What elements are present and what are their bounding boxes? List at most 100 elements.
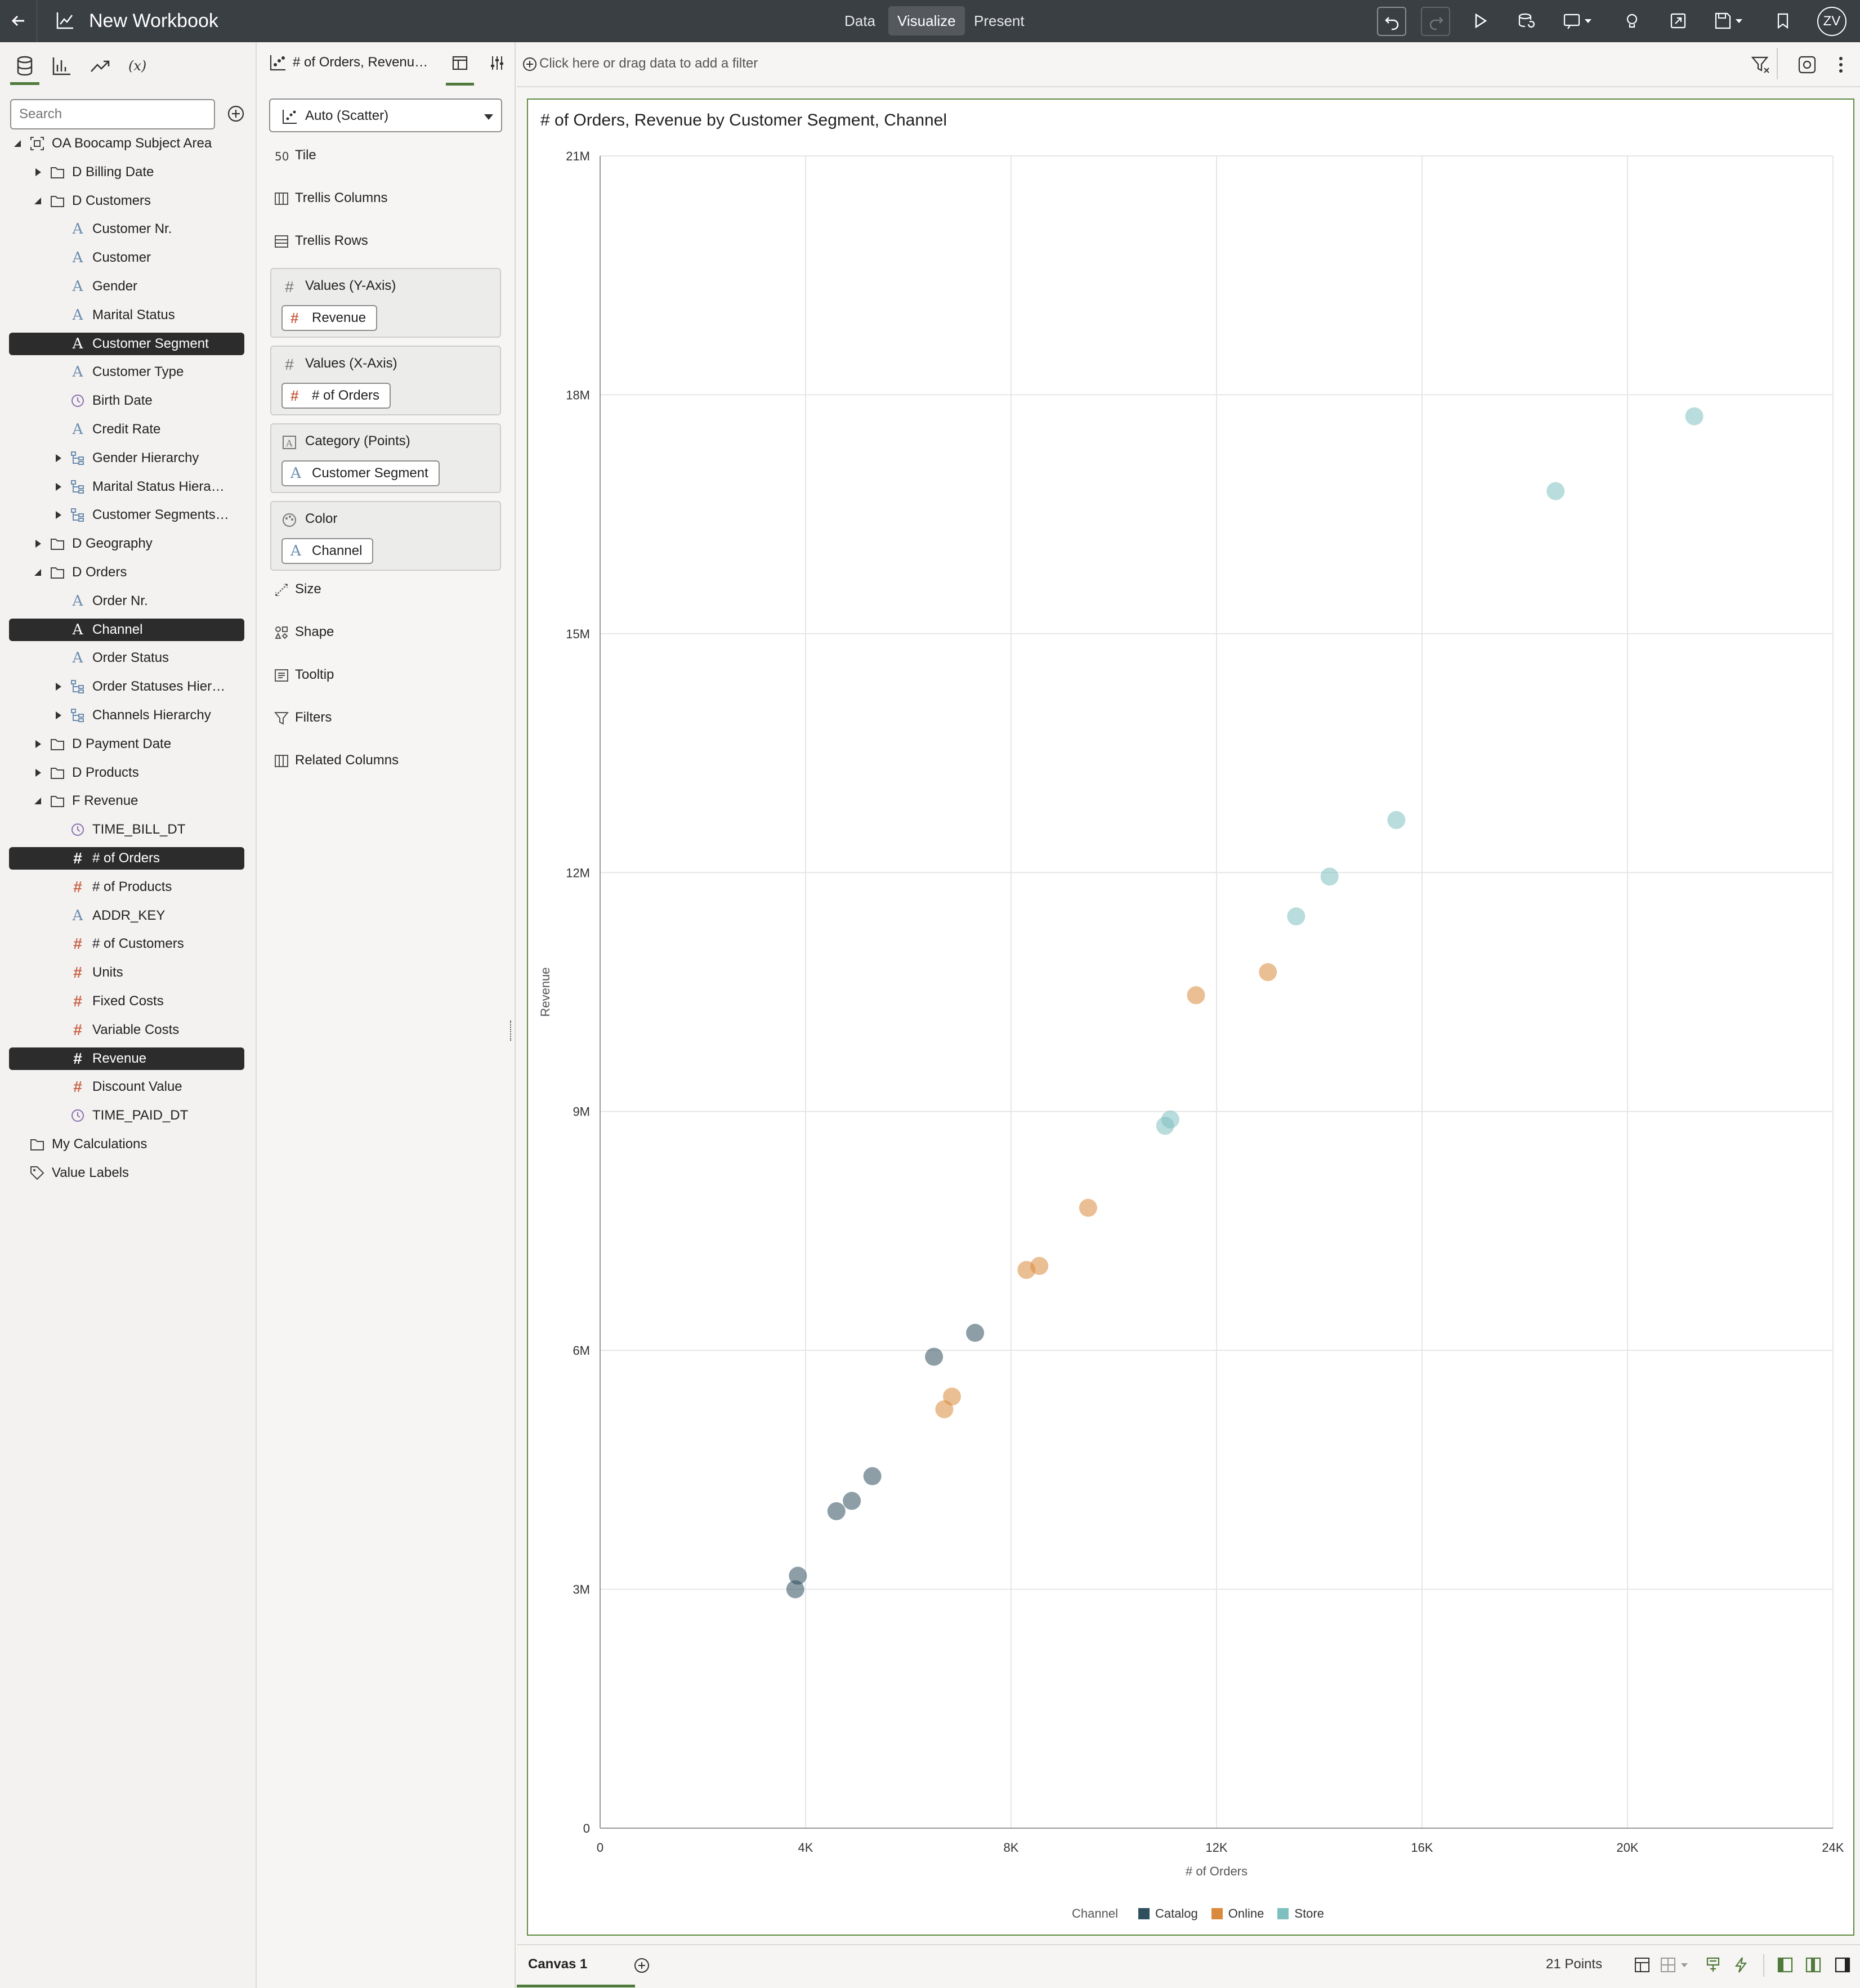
tree-item[interactable]: D Products xyxy=(9,762,244,784)
tab-visualizations[interactable] xyxy=(47,51,77,80)
tree-item[interactable]: Order Statuses Hier… xyxy=(9,675,244,698)
collapsed-arrow-icon[interactable] xyxy=(53,504,66,526)
export-button[interactable] xyxy=(1664,7,1693,36)
tree-item[interactable]: D Customers xyxy=(9,190,244,212)
add-data-icon[interactable] xyxy=(226,104,245,123)
collapsed-arrow-icon[interactable] xyxy=(53,476,66,498)
legend-item[interactable]: Store xyxy=(1277,1906,1324,1920)
user-avatar[interactable]: ZV xyxy=(1817,7,1846,36)
tree-item[interactable]: Gender Hierarchy xyxy=(9,447,244,469)
tree-item[interactable]: # Variable Costs xyxy=(9,1019,244,1041)
legend-item[interactable]: Online xyxy=(1211,1906,1264,1920)
expanded-arrow-icon[interactable] xyxy=(33,190,46,212)
toggle-data-panel-icon[interactable] xyxy=(1777,1956,1794,1973)
search-input[interactable] xyxy=(10,99,215,129)
grammar-size-row[interactable]: Size xyxy=(269,573,502,607)
grammar-related-columns-row[interactable]: Related Columns xyxy=(269,744,502,778)
tree-item[interactable]: # Fixed Costs xyxy=(9,990,244,1013)
preview-button[interactable] xyxy=(1466,7,1495,36)
data-element-pill[interactable]: # # of Orders xyxy=(281,383,391,409)
toggle-grammar-panel-icon[interactable] xyxy=(1805,1956,1822,1973)
brushing-icon[interactable] xyxy=(1705,1956,1722,1973)
expanded-arrow-icon[interactable] xyxy=(33,561,46,584)
x-axis-values-section[interactable]: # Values (X-Axis) # # of Orders xyxy=(270,346,501,415)
grammar-tooltip-row[interactable]: Tooltip xyxy=(269,659,502,692)
expanded-arrow-icon[interactable] xyxy=(33,790,46,812)
tree-item[interactable]: F Revenue xyxy=(9,790,244,812)
viz-title-tab[interactable]: # of Orders, Revenu… xyxy=(293,55,428,70)
insights-button[interactable] xyxy=(1618,7,1647,36)
tree-item[interactable]: A Customer Nr. xyxy=(9,218,244,240)
tree-item[interactable]: Channels Hierarchy xyxy=(9,704,244,727)
back-button[interactable] xyxy=(0,0,37,42)
scatter-visualization[interactable]: # of Orders, Revenue by Customer Segment… xyxy=(527,98,1854,1936)
tree-item[interactable]: # Discount Value xyxy=(9,1076,244,1098)
tab-calculations[interactable]: (x) xyxy=(125,51,154,80)
undo-button[interactable] xyxy=(1377,7,1406,36)
data-element-pill[interactable]: A Channel xyxy=(281,538,374,564)
canvas-grid-dropdown-icon[interactable] xyxy=(1660,1956,1691,1973)
collapsed-arrow-icon[interactable] xyxy=(33,762,46,784)
filter-bar[interactable]: Click here or drag data to add a filter xyxy=(517,42,1860,87)
tree-item[interactable]: TIME_PAID_DT xyxy=(9,1104,244,1127)
tree-item[interactable]: A Order Nr. xyxy=(9,590,244,612)
grammar-trellis-columns-row[interactable]: Trellis Columns xyxy=(269,182,502,216)
filter-settings-icon[interactable] xyxy=(1751,55,1771,75)
auto-apply-icon[interactable] xyxy=(1797,55,1817,75)
tree-item[interactable]: D Orders xyxy=(9,561,244,584)
grammar-tab-icon[interactable] xyxy=(451,55,468,71)
save-menu-button[interactable] xyxy=(1709,7,1754,36)
tree-item[interactable]: # # of Products xyxy=(9,876,244,898)
tree-item[interactable]: D Payment Date xyxy=(9,733,244,755)
tree-item[interactable]: My Calculations xyxy=(9,1133,244,1156)
refresh-data-button[interactable] xyxy=(1512,7,1541,36)
add-canvas-icon[interactable] xyxy=(633,1956,651,1974)
y-axis-values-section[interactable]: # Values (Y-Axis) # Revenue xyxy=(270,268,501,338)
tree-item[interactable]: Customer Segments… xyxy=(9,504,244,526)
grammar-filter-row[interactable]: Filters xyxy=(269,701,502,735)
properties-icon[interactable] xyxy=(489,55,506,71)
grammar-tile-row[interactable]: 50 Tile xyxy=(269,139,502,173)
nav-data[interactable]: Data xyxy=(844,12,875,29)
collapsed-arrow-icon[interactable] xyxy=(53,704,66,727)
tree-item[interactable]: # # of Orders xyxy=(9,847,244,870)
collapsed-arrow-icon[interactable] xyxy=(33,733,46,755)
collapsed-arrow-icon[interactable] xyxy=(53,447,66,469)
tree-item[interactable]: D Billing Date xyxy=(9,161,244,183)
data-element-pill[interactable]: A Customer Segment xyxy=(281,460,440,486)
tree-item[interactable]: A Customer Type xyxy=(9,361,244,383)
redo-button[interactable] xyxy=(1421,7,1450,36)
collapsed-arrow-icon[interactable] xyxy=(33,161,46,183)
scatter-plot[interactable]: 0 4K 8K 12K 16K 20K 24K 0 3M 6M 9M 12M 15M 18M 21M # of… xyxy=(528,100,1853,1935)
tree-item[interactable]: Value Labels xyxy=(9,1162,244,1184)
add-filter-icon[interactable] xyxy=(521,56,538,73)
legend-item[interactable]: Catalog xyxy=(1138,1906,1198,1920)
nav-present[interactable]: Present xyxy=(974,12,1025,29)
tree-item[interactable]: A Order Status xyxy=(9,647,244,669)
tree-item[interactable]: # Revenue xyxy=(9,1047,244,1070)
grammar-trellis-rows-row[interactable]: Trellis Rows xyxy=(269,225,502,258)
tab-analytics[interactable] xyxy=(86,51,115,80)
color-section[interactable]: Color A Channel xyxy=(270,501,501,571)
collapsed-arrow-icon[interactable] xyxy=(33,532,46,555)
tree-item[interactable]: A Gender xyxy=(9,275,244,298)
collapsed-arrow-icon[interactable] xyxy=(53,675,66,698)
visualization-type-select[interactable]: Auto (Scatter) xyxy=(269,98,502,132)
nav-visualize[interactable]: Visualize xyxy=(888,6,965,35)
tree-item[interactable]: Marital Status Hiera… xyxy=(9,476,244,498)
toggle-properties-panel-icon[interactable] xyxy=(1834,1956,1851,1973)
bookmark-button[interactable] xyxy=(1769,7,1798,36)
tree-item[interactable]: A Credit Rate xyxy=(9,418,244,441)
category-points-section[interactable]: A Category (Points) A Customer Segment xyxy=(270,423,501,493)
lightning-icon[interactable] xyxy=(1733,1956,1750,1973)
tree-item[interactable]: D Geography xyxy=(9,532,244,555)
tree-item[interactable]: A Customer Segment xyxy=(9,332,244,355)
tree-item[interactable]: # # of Customers xyxy=(9,933,244,955)
tree-item[interactable]: Birth Date xyxy=(9,389,244,412)
tree-item[interactable]: A Marital Status xyxy=(9,304,244,326)
tree-item[interactable]: OA Boocamp Subject Area xyxy=(9,132,244,155)
canvas-tab[interactable]: Canvas 1 xyxy=(528,1956,588,1972)
panel-resize-handle[interactable] xyxy=(510,1020,512,1041)
data-element-pill[interactable]: # Revenue xyxy=(281,305,378,331)
expanded-arrow-icon[interactable] xyxy=(12,132,26,155)
